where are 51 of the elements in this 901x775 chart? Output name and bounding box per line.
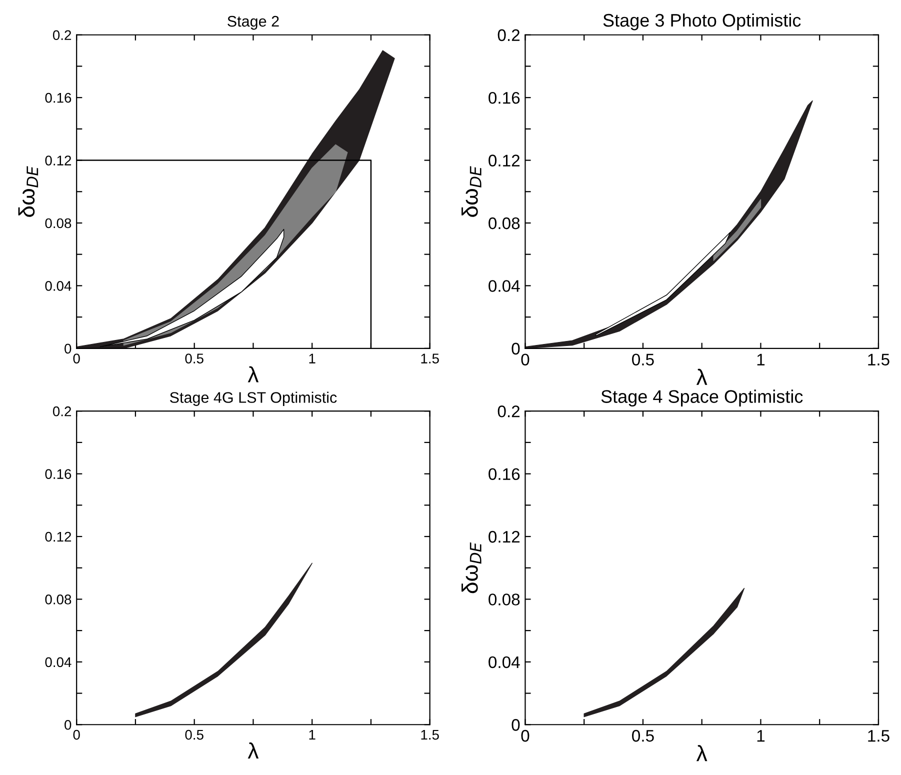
x-tick-label: 0 bbox=[73, 354, 80, 364]
x-tick-label: 0.5 bbox=[632, 354, 654, 366]
x-tick-label: 1 bbox=[757, 354, 765, 366]
y-tick-label: 0.08 bbox=[488, 217, 520, 230]
y-tick-label: 0.16 bbox=[488, 92, 520, 104]
y-tick-label: 0.04 bbox=[45, 281, 72, 291]
x-tick-label: 0.5 bbox=[185, 354, 204, 364]
x-tick-label: 0.5 bbox=[632, 730, 654, 742]
x-tick-label: 1.5 bbox=[868, 354, 890, 366]
chart-title: Stage 3 Photo Optimistic bbox=[603, 13, 801, 30]
y-tick-label: 0 bbox=[512, 719, 520, 731]
x-axis-title: λ bbox=[248, 742, 259, 759]
x-tick-label: 0 bbox=[73, 730, 80, 740]
x-tick-label: 1.5 bbox=[421, 354, 439, 364]
chart-title: Stage 4G LST Optimistic bbox=[170, 392, 337, 406]
y-tick-label: 0 bbox=[512, 342, 520, 355]
x-tick-label: 0 bbox=[521, 730, 530, 742]
y-tick-label: 0 bbox=[64, 720, 72, 730]
y-axis-title: δω$_{DE}$ bbox=[18, 166, 38, 217]
chart-title: Stage 2 bbox=[228, 16, 279, 30]
x-tick-label: 0.5 bbox=[185, 730, 204, 740]
chart-title: Stage 4 Space Optimistic bbox=[601, 390, 803, 407]
y-tick-label: 0.2 bbox=[498, 29, 520, 42]
y-tick-label: 0.12 bbox=[488, 530, 520, 543]
y-tick-label: 0.16 bbox=[45, 92, 72, 103]
y-tick-label: 0.04 bbox=[45, 657, 72, 668]
y-tick-label: 0.08 bbox=[45, 218, 72, 228]
y-tick-label: 0.12 bbox=[488, 154, 520, 166]
y-tick-label: 0.08 bbox=[45, 594, 72, 604]
y-tick-label: 0.2 bbox=[52, 406, 72, 416]
y-tick-label: 0.2 bbox=[498, 406, 520, 418]
y-tick-label: 0.12 bbox=[45, 532, 72, 542]
x-axis-title: λ bbox=[248, 366, 259, 382]
y-axis-title: δω$_{DE}$ bbox=[462, 166, 482, 217]
x-tick-label: 0 bbox=[521, 354, 530, 366]
x-tick-label: 1.5 bbox=[868, 730, 890, 742]
y-tick-label: 0.16 bbox=[488, 468, 520, 480]
y-tick-label: 0.12 bbox=[45, 156, 72, 166]
x-tick-label: 1 bbox=[309, 730, 316, 740]
y-axis-title: δω$_{DE}$ bbox=[462, 542, 482, 594]
x-tick-label: 1.5 bbox=[421, 730, 439, 740]
y-tick-label: 0.04 bbox=[488, 280, 520, 292]
y-tick-label: 0 bbox=[64, 344, 72, 354]
x-axis-title: λ bbox=[696, 368, 708, 385]
y-tick-label: 0.08 bbox=[488, 594, 520, 606]
y-tick-label: 0.2 bbox=[52, 30, 72, 40]
x-tick-label: 1 bbox=[757, 730, 765, 742]
x-tick-label: 1 bbox=[309, 354, 316, 364]
y-tick-label: 0.16 bbox=[45, 469, 72, 479]
y-tick-label: 0.04 bbox=[488, 656, 520, 668]
x-axis-title: λ bbox=[696, 745, 708, 762]
